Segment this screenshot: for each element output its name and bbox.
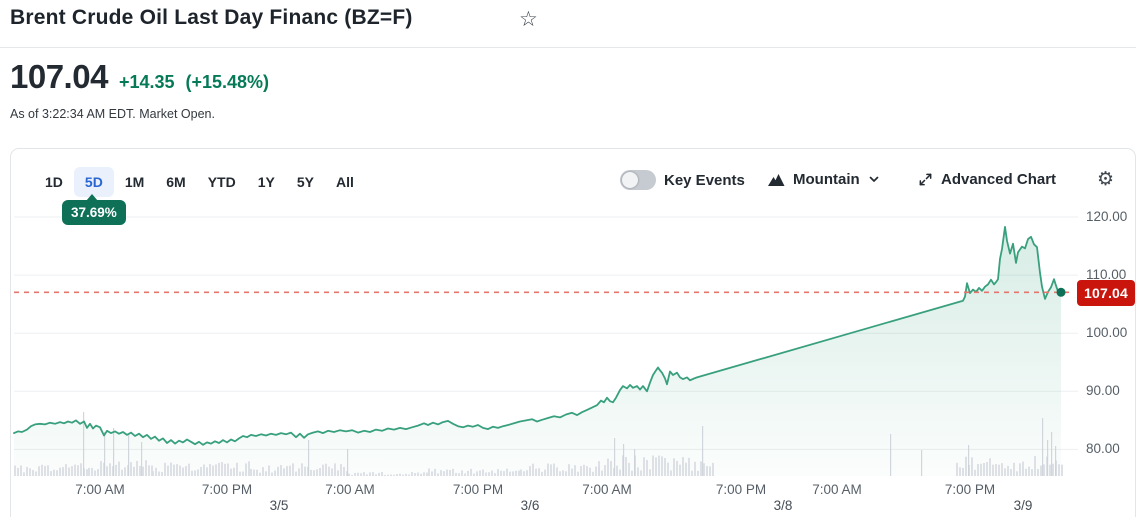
mountain-icon bbox=[768, 173, 785, 186]
price-line bbox=[13, 226, 1062, 446]
advanced-chart-label: Advanced Chart bbox=[941, 171, 1057, 188]
range-tooltip-caret bbox=[86, 194, 98, 201]
x-tick-time: 7:00 PM bbox=[452, 482, 504, 497]
x-tick-time: 7:00 AM bbox=[582, 482, 632, 497]
range-tab-1m[interactable]: 1M bbox=[124, 174, 145, 190]
chart-type-label: Mountain bbox=[793, 171, 860, 188]
range-tab-ytd[interactable]: YTD bbox=[207, 174, 236, 190]
price-change-percent: (+15.48%) bbox=[185, 72, 270, 92]
x-tick-time: 7:00 AM bbox=[75, 482, 125, 497]
x-tick-date: 3/9 bbox=[1013, 498, 1033, 513]
page-title: Brent Crude Oil Last Day Financ (BZ=F) bbox=[10, 6, 413, 29]
range-tab-all[interactable]: All bbox=[335, 174, 354, 190]
key-events-label: Key Events bbox=[664, 171, 745, 189]
x-tick-date: 3/5 bbox=[269, 498, 289, 513]
key-events-toggle[interactable] bbox=[620, 170, 656, 190]
range-selector: 1D 5D 1M 6M YTD 1Y 5Y All bbox=[34, 167, 365, 197]
x-tick-date: 3/8 bbox=[773, 498, 793, 513]
y-tick-110.00: 110.00 bbox=[1086, 267, 1127, 283]
x-tick-date: 3/6 bbox=[520, 498, 540, 513]
chart-type-dropdown[interactable]: Mountain bbox=[768, 171, 880, 188]
range-tab-1d[interactable]: 1D bbox=[45, 174, 63, 190]
range-tab-5d[interactable]: 5D bbox=[73, 167, 114, 197]
expand-arrows-icon bbox=[919, 173, 932, 186]
range-performance-tooltip: 37.69% bbox=[62, 200, 126, 225]
y-tick-100.00: 100.00 bbox=[1086, 325, 1128, 341]
key-events-control: Key Events bbox=[620, 170, 745, 190]
y-tick-120.00: 120.00 bbox=[1086, 209, 1128, 224]
range-tab-5y[interactable]: 5Y bbox=[296, 174, 314, 190]
x-tick-time: 7:00 AM bbox=[325, 482, 375, 497]
x-tick-time: 7:00 PM bbox=[715, 482, 767, 497]
volume-bars bbox=[14, 412, 1063, 476]
toggle-knob bbox=[622, 172, 638, 188]
current-price-badge: 107.04 bbox=[1077, 280, 1135, 306]
star-favorite-icon[interactable]: ☆ bbox=[519, 8, 538, 31]
settings-gear-icon[interactable]: ⚙ bbox=[1097, 169, 1115, 190]
range-tab-1y[interactable]: 1Y bbox=[257, 174, 275, 190]
y-tick-80.00: 80.00 bbox=[1086, 441, 1120, 457]
price-change: +14.35 bbox=[118, 72, 175, 92]
chevron-down-icon bbox=[869, 176, 879, 182]
x-tick-time: 7:00 PM bbox=[944, 482, 996, 497]
current-price: 107.04 bbox=[10, 58, 108, 95]
header-divider bbox=[0, 47, 1136, 48]
last-price-dot bbox=[1056, 287, 1066, 297]
y-tick-90.00: 90.00 bbox=[1086, 383, 1120, 399]
x-tick-time: 7:00 AM bbox=[812, 482, 862, 497]
as-of-status: As of 3:22:34 AM EDT. Market Open. bbox=[10, 107, 215, 121]
advanced-chart-button[interactable]: Advanced Chart bbox=[918, 171, 1056, 188]
range-tab-6m[interactable]: 6M bbox=[166, 174, 186, 190]
x-tick-time: 7:00 PM bbox=[201, 482, 253, 497]
price-area-fill bbox=[14, 226, 1061, 476]
price-row: 107.04 +14.35 (+15.48%) bbox=[10, 58, 269, 96]
